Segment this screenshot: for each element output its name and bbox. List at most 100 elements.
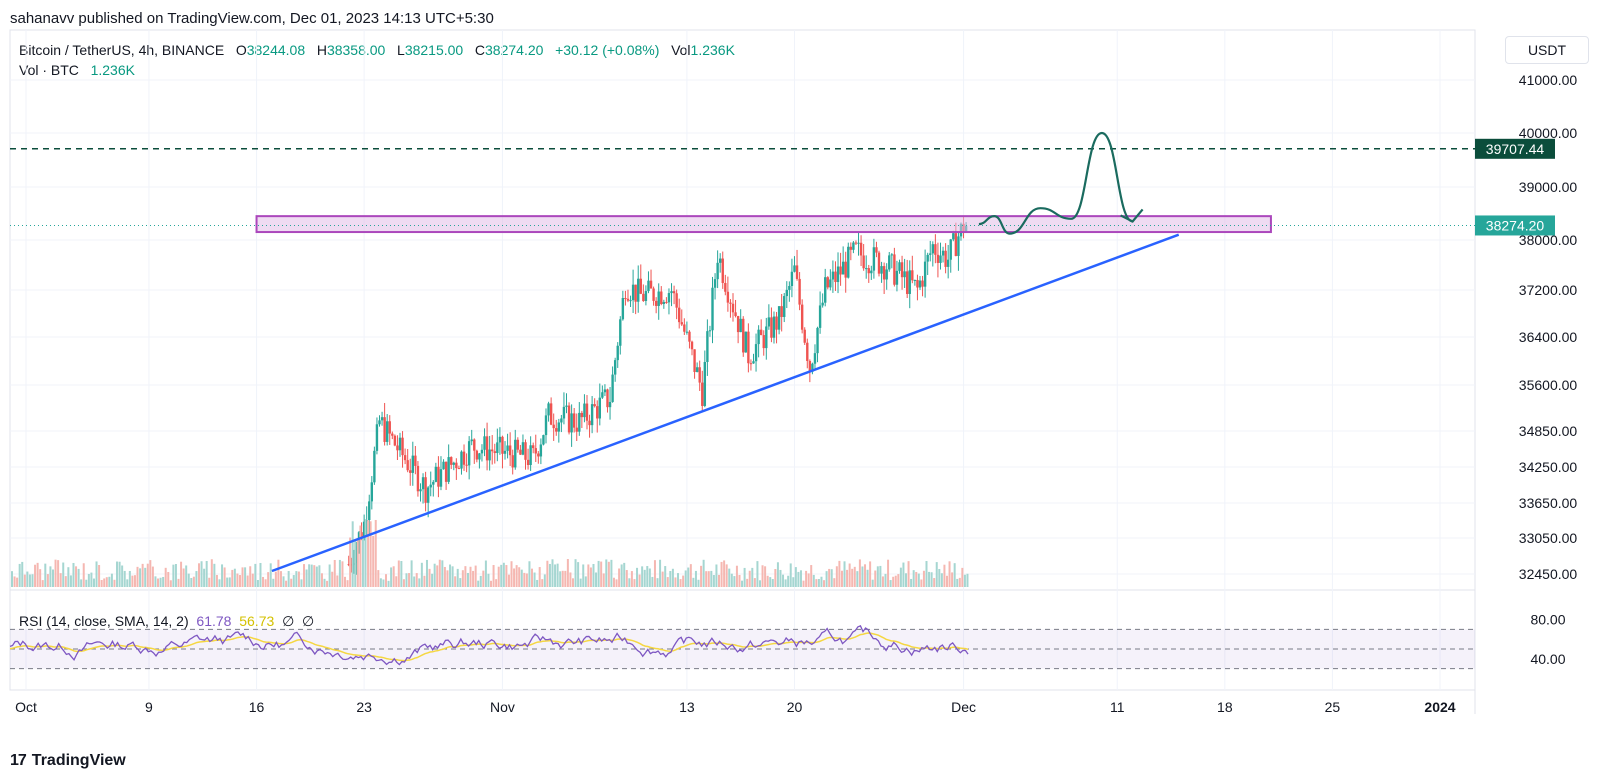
volume-bar [894, 575, 897, 587]
volume-bar [595, 572, 598, 587]
candle [821, 293, 824, 308]
volume-bar [121, 565, 124, 587]
volume-indicator-label[interactable]: Vol · BTC [19, 62, 79, 78]
volume-bar [287, 571, 290, 587]
candle [572, 407, 576, 433]
volume-bar [413, 576, 416, 587]
candle [460, 450, 463, 475]
volume-bar [700, 565, 703, 587]
candle [416, 461, 420, 497]
volume-bar [159, 577, 162, 587]
candle-body [913, 279, 917, 281]
rsi-indicator-label[interactable]: RSI (14, close, SMA, 14, 2) [19, 613, 189, 629]
candle [552, 413, 555, 441]
candle-body [426, 487, 430, 503]
candle-body [903, 271, 906, 278]
volume-bar [958, 577, 961, 587]
volume-bar [259, 562, 262, 587]
volume-bar [92, 578, 95, 587]
candle [370, 476, 374, 510]
volume-bar [846, 569, 849, 587]
last-price-tag [1475, 215, 1555, 236]
candle-body [706, 331, 709, 362]
volume-bar [51, 569, 54, 587]
volume-bar [930, 572, 933, 587]
volume-bar [523, 572, 526, 587]
candle-body [703, 361, 707, 406]
candle [829, 269, 832, 291]
last-price-label: 38274.20 [1486, 217, 1545, 233]
candle [785, 281, 788, 309]
volume-bar [402, 579, 405, 587]
candle-body [742, 318, 745, 353]
candle-body [608, 401, 612, 408]
candle-body [931, 244, 935, 254]
volume-bar [472, 570, 475, 587]
volume-bar [67, 567, 70, 587]
price-chart[interactable]: 41000.00 40000.00 39000.00 38000.00 37200.00… [0, 0, 1600, 742]
candle-body [829, 279, 832, 288]
candle-body [652, 288, 655, 301]
candle-body [388, 421, 391, 434]
candle-body [803, 329, 806, 343]
volume-bar [331, 571, 334, 587]
candle-body [601, 392, 604, 398]
candle [580, 410, 584, 429]
candle-body [406, 460, 409, 471]
candle [608, 386, 612, 420]
volume-bar [682, 575, 685, 587]
volume-bar [802, 580, 805, 587]
candle-body [836, 266, 840, 283]
candle [862, 244, 865, 271]
candle [649, 269, 653, 289]
y-tick-label: 41000.00 [1519, 72, 1578, 88]
volume-bar [843, 561, 846, 587]
candle-body [759, 329, 763, 336]
symbol-label[interactable]: Bitcoin / TetherUS, 4h, BINANCE [19, 42, 225, 58]
volume-bar [285, 580, 288, 587]
currency-button[interactable]: USDT [1505, 36, 1589, 64]
volume-bar [128, 570, 131, 587]
footer-brand[interactable]: TradingView [31, 752, 126, 769]
volume-bar [144, 567, 147, 587]
candle-body [644, 291, 648, 301]
volume-bar [418, 578, 421, 587]
candle [718, 253, 722, 273]
candle [421, 473, 425, 504]
candle [711, 276, 714, 344]
candle [578, 402, 581, 436]
candle [424, 471, 427, 512]
volume-bar [469, 566, 472, 587]
candle-body [391, 433, 394, 436]
candle [683, 318, 686, 336]
volume-bar [966, 573, 969, 587]
volume-bar [41, 580, 44, 587]
candle [703, 350, 707, 408]
candle [713, 273, 717, 300]
y-tick-label: 34850.00 [1519, 423, 1578, 439]
candle-body [859, 242, 863, 256]
volume-bar [500, 564, 503, 587]
volume-bar [256, 579, 259, 587]
open-label: O [235, 42, 247, 58]
volume-bar [95, 561, 98, 587]
candle [642, 284, 645, 302]
volume-bar [723, 560, 726, 587]
low-label: L [397, 42, 405, 58]
volume-bar [428, 568, 431, 587]
candle-body [724, 282, 727, 292]
candle [931, 241, 935, 267]
candle-body [414, 455, 417, 466]
volume-bar [779, 569, 782, 587]
candle-body [485, 436, 489, 461]
candle-body [923, 261, 927, 287]
volume-bar [871, 579, 874, 587]
candle-body [460, 451, 463, 469]
candle-body [698, 367, 701, 383]
candle [444, 461, 448, 490]
candle [396, 435, 399, 461]
volume-bar [141, 563, 144, 587]
candle-body [683, 324, 686, 332]
candle-body [452, 462, 455, 465]
candle [957, 232, 960, 271]
